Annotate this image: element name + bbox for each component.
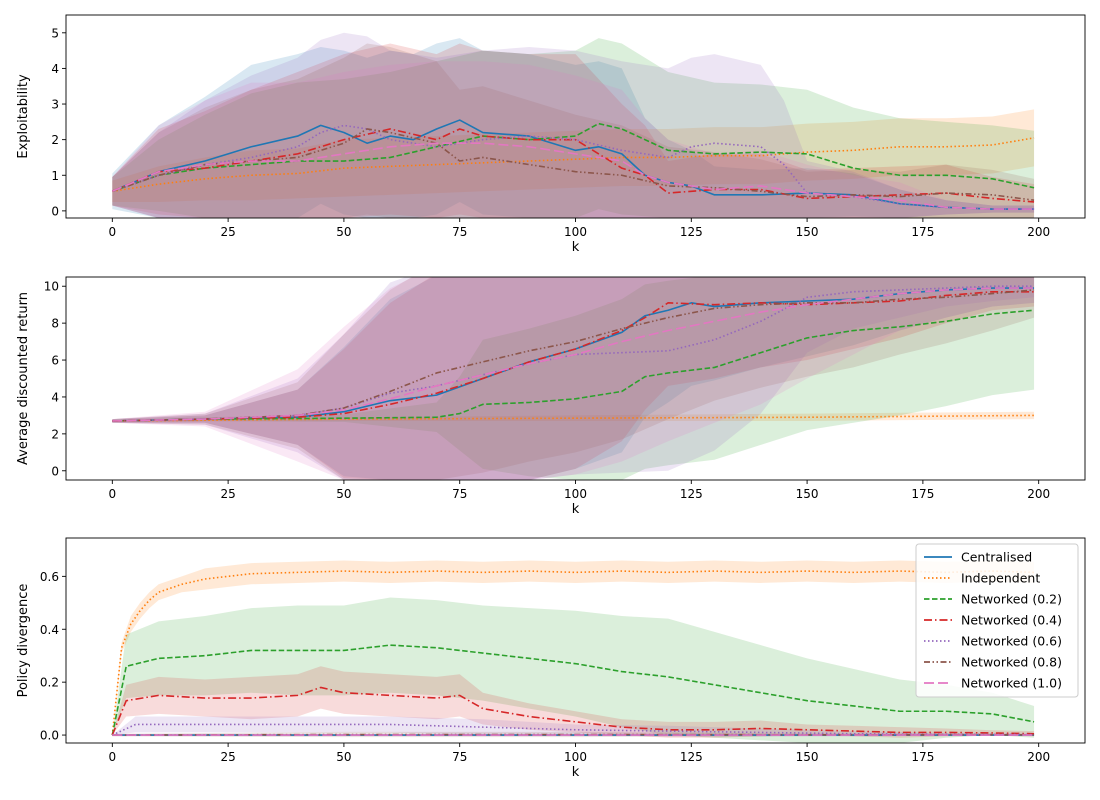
x-tick-label: 100 bbox=[564, 750, 587, 764]
band-networked-0-4 bbox=[112, 666, 1035, 738]
y-tick-label: 0 bbox=[51, 204, 59, 218]
legend-label-networked-0-6: Networked (0.6) bbox=[961, 634, 1062, 649]
series-line-networked-1-0 bbox=[112, 287, 1035, 422]
band-independent bbox=[112, 109, 1035, 202]
band-networked-0-8 bbox=[112, 43, 1035, 218]
x-tick-label: 150 bbox=[796, 750, 819, 764]
band-networked-0-2 bbox=[112, 277, 1035, 480]
x-tick-label: 25 bbox=[220, 225, 235, 239]
policy-divergence-chart: 0 25 50 75 100 125 150 175 200 0.0 0.2 0.4 0.6 k Polic… bbox=[16, 537, 1086, 780]
legend-label-networked-0-2: Networked (0.2) bbox=[961, 592, 1062, 607]
y-tick-label: 0 bbox=[51, 464, 59, 478]
x-axis-label: k bbox=[572, 240, 580, 255]
band-networked-0-8 bbox=[112, 277, 1035, 480]
average-return-chart: 0 25 50 75 100 125 150 175 200 0 2 4 6 8 10 k Average di… bbox=[16, 276, 1086, 517]
x-tick-label: 175 bbox=[911, 225, 934, 239]
band-networked-0-6 bbox=[112, 32, 1035, 218]
y-tick-label: 0.0 bbox=[40, 729, 59, 743]
series-line-centralised bbox=[112, 119, 1035, 210]
x-tick-label: 200 bbox=[1027, 487, 1050, 501]
series-line-networked-0-4 bbox=[112, 290, 1035, 422]
legend: Centralised Independent Networked (0.2) Net… bbox=[915, 543, 1079, 698]
y-axis-label: Policy divergence bbox=[16, 584, 31, 698]
band-networked-0-2 bbox=[112, 38, 1035, 218]
y-tick-label: 0.6 bbox=[40, 570, 59, 584]
legend-box bbox=[915, 543, 1079, 698]
band-centralised bbox=[112, 38, 1035, 218]
x-tick-label: 150 bbox=[796, 487, 819, 501]
y-tick-label: 6 bbox=[51, 354, 59, 368]
band-networked-0-2 bbox=[112, 597, 1035, 743]
y-axis-label: Exploitability bbox=[16, 74, 31, 159]
x-tick-label: 50 bbox=[336, 225, 351, 239]
y-tick-label: 0.2 bbox=[40, 676, 59, 690]
x-axis-label: k bbox=[572, 502, 580, 517]
plot-area bbox=[112, 277, 1035, 480]
band-networked-0-4 bbox=[112, 43, 1035, 218]
x-tick-label: 0 bbox=[108, 487, 116, 501]
x-tick-label: 175 bbox=[911, 750, 934, 764]
y-tick-label: 4 bbox=[51, 62, 59, 76]
x-tick-label: 75 bbox=[452, 225, 467, 239]
legend-label-networked-0-8: Networked (0.8) bbox=[961, 655, 1062, 670]
x-tick-label: 100 bbox=[564, 487, 587, 501]
series-line-networked-0-8 bbox=[112, 128, 1035, 201]
x-tick-label: 75 bbox=[452, 487, 467, 501]
x-tick-label: 75 bbox=[452, 750, 467, 764]
series-line-networked-0-8 bbox=[112, 289, 1035, 422]
x-tick-label: 200 bbox=[1027, 225, 1050, 239]
x-tick-label: 50 bbox=[336, 487, 351, 501]
band-centralised bbox=[112, 277, 1035, 480]
y-tick-label: 1 bbox=[51, 169, 59, 183]
band-networked-1-0 bbox=[112, 61, 1035, 218]
x-tick-label: 25 bbox=[220, 750, 235, 764]
x-tick-label: 200 bbox=[1027, 750, 1050, 764]
series-line-networked-0-2 bbox=[112, 122, 1035, 193]
exploitability-chart: 0 25 50 75 100 125 150 175 200 0 1 2 3 4 5 k Exploitabil… bbox=[16, 14, 1086, 255]
y-tick-label: 8 bbox=[51, 317, 59, 331]
legend-label-networked-0-4: Networked (0.4) bbox=[961, 613, 1062, 628]
plot-area bbox=[111, 560, 1035, 743]
series-line-networked-0-6 bbox=[112, 124, 1035, 210]
y-tick-label: 2 bbox=[51, 427, 59, 441]
series-line-networked-1-0 bbox=[112, 142, 1035, 210]
series-line-networked-0-4 bbox=[111, 686, 1035, 736]
x-tick-label: 100 bbox=[564, 225, 587, 239]
band-networked-0-6 bbox=[112, 716, 1035, 737]
legend-label-independent: Independent bbox=[961, 571, 1040, 586]
y-tick-label: 4 bbox=[51, 390, 59, 404]
x-tick-label: 175 bbox=[911, 487, 934, 501]
series-line-independent bbox=[112, 137, 1035, 193]
x-axis-label: k bbox=[572, 765, 580, 780]
legend-label-networked-1-0: Networked (1.0) bbox=[961, 676, 1062, 691]
x-tick-label: 0 bbox=[108, 225, 116, 239]
series-line-networked-0-2 bbox=[112, 309, 1035, 422]
x-tick-label: 125 bbox=[680, 750, 703, 764]
band-networked-1-0 bbox=[112, 277, 1035, 480]
band-networked-0-4 bbox=[112, 277, 1035, 480]
x-tick-label: 25 bbox=[220, 487, 235, 501]
y-tick-label: 5 bbox=[51, 26, 59, 40]
y-tick-label: 0.4 bbox=[40, 623, 59, 637]
series-line-networked-0-2 bbox=[111, 644, 1035, 736]
x-tick-label: 125 bbox=[680, 225, 703, 239]
x-tick-label: 0 bbox=[108, 750, 116, 764]
y-tick-label: 10 bbox=[44, 280, 59, 294]
plot-area bbox=[112, 32, 1035, 218]
y-tick-label: 3 bbox=[51, 98, 59, 112]
band-independent bbox=[112, 411, 1035, 422]
x-tick-label: 125 bbox=[680, 487, 703, 501]
y-tick-label: 2 bbox=[51, 133, 59, 147]
y-axis-label: Average discounted return bbox=[16, 292, 31, 465]
x-tick-label: 50 bbox=[336, 750, 351, 764]
band-networked-0-6 bbox=[112, 277, 1035, 480]
legend-label-centralised: Centralised bbox=[961, 550, 1032, 565]
x-tick-label: 150 bbox=[796, 225, 819, 239]
